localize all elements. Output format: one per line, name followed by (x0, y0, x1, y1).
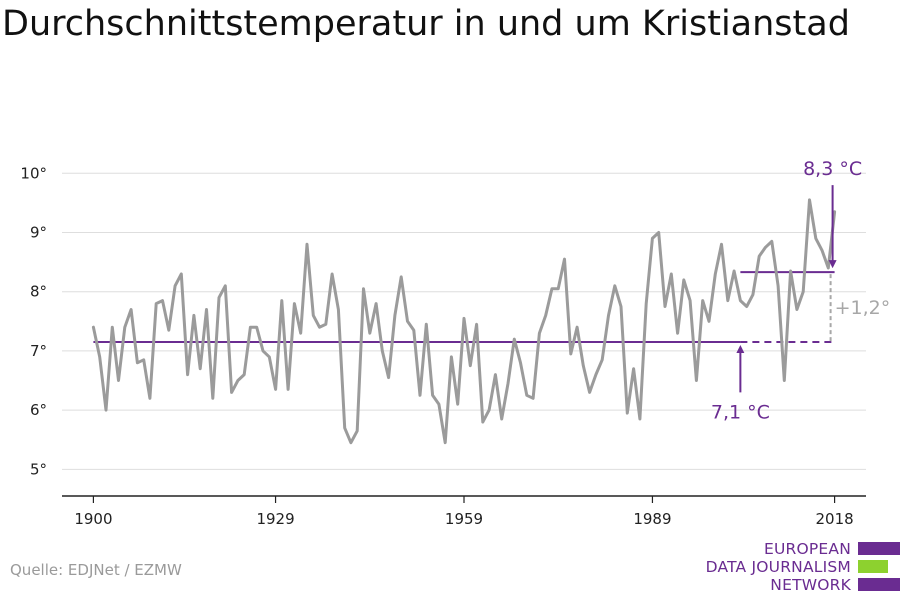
logo-line-3: NETWORK (770, 576, 851, 594)
x-axis: 1900 1929 1959 1989 2018 (62, 495, 866, 528)
y-tick-label-6: 6° (30, 401, 47, 419)
logo-bar-middle (858, 560, 888, 573)
logo-bar-top (858, 542, 900, 555)
x-tick-label-1959: 1959 (445, 510, 483, 528)
logo-line-1: EUROPEAN (763, 540, 851, 558)
y-axis-ticks: 5° 6° 7° 8° 9° 10° (20, 164, 47, 478)
y-tick-label-5: 5° (30, 460, 47, 478)
x-tick-label-1900: 1900 (74, 510, 112, 528)
x-tick-label-2018: 2018 (816, 510, 854, 528)
logo-bar-bottom (858, 578, 900, 591)
series-layer (91, 198, 837, 445)
y-tick-label-10: 10° (20, 164, 47, 182)
source-note: Quelle: EDJNet / EZMW (10, 561, 182, 579)
recent-mean-label: 8,3 °C (803, 158, 862, 180)
grid-lines (62, 172, 866, 470)
logo-line-2: DATA JOURNALISM (705, 558, 851, 576)
chart-title: Durchschnittstemperatur in und um Kristi… (2, 4, 850, 44)
y-tick-label-8: 8° (30, 283, 47, 301)
temperature-line (91, 198, 837, 445)
y-tick-label-7: 7° (30, 342, 47, 360)
difference-label: +1,2° (835, 297, 891, 319)
annotations: +1,2° 7,1 °C 8,3 °C (711, 158, 890, 423)
x-tick-label-1989: 1989 (633, 510, 671, 528)
x-tick-label-1929: 1929 (256, 510, 294, 528)
y-tick-label-9: 9° (30, 224, 47, 242)
edjnet-logo: EUROPEAN DATA JOURNALISM NETWORK (706, 540, 900, 596)
baseline-mean-label: 7,1 °C (711, 401, 770, 423)
